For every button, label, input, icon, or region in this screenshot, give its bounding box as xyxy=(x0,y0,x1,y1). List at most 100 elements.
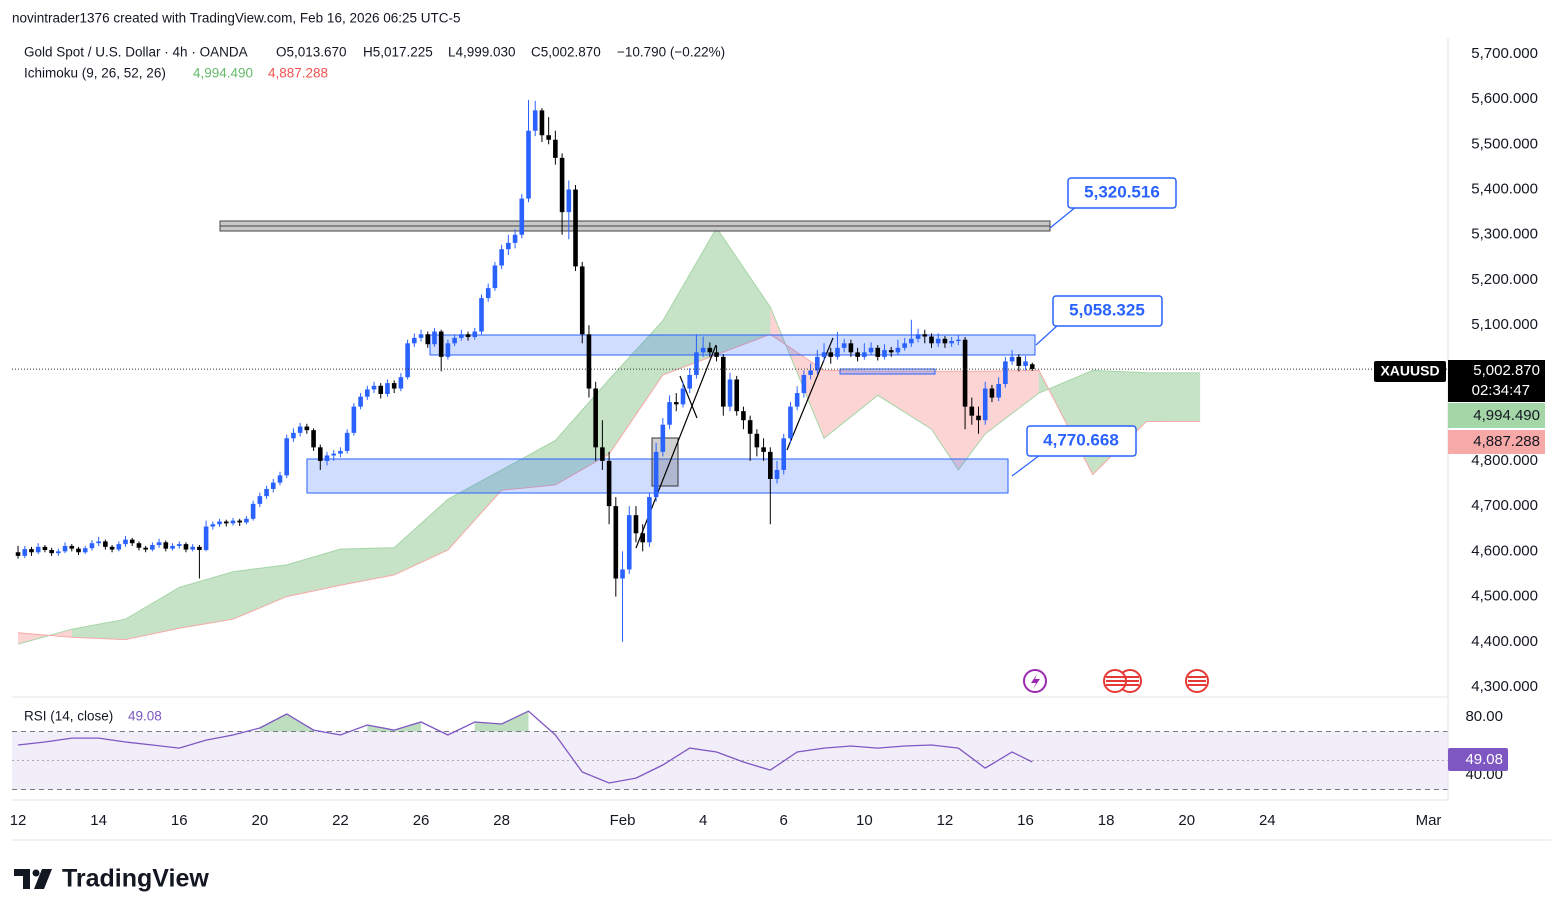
candle-body xyxy=(485,288,491,299)
candle-body xyxy=(324,455,330,461)
candle-body xyxy=(210,524,216,527)
candle-body xyxy=(358,396,363,407)
candle-body xyxy=(109,546,115,550)
cloud-segment xyxy=(1146,372,1201,422)
candle-body xyxy=(781,438,787,470)
candle-body xyxy=(190,546,195,550)
candle-body xyxy=(123,539,128,545)
candle-body xyxy=(801,374,807,394)
candle-body xyxy=(922,334,928,337)
candle-body xyxy=(553,139,558,158)
y-tick-label: 5,400.000 xyxy=(1471,180,1538,197)
candle-body xyxy=(586,334,592,389)
candle-body xyxy=(163,542,169,549)
candle-body xyxy=(170,545,175,549)
candle-body xyxy=(492,265,498,289)
candle-body xyxy=(371,385,377,390)
candle-body xyxy=(391,383,397,389)
candle-body xyxy=(452,337,457,344)
span-a-line xyxy=(17,227,1201,645)
span-a-axis-label: 4,994.490 xyxy=(1473,407,1540,424)
candle-body xyxy=(183,544,189,550)
rsi-value: 49.08 xyxy=(128,709,162,724)
x-tick-label: 26 xyxy=(413,812,430,829)
candle-body xyxy=(868,347,874,353)
candle-body xyxy=(143,547,148,550)
x-tick-label: 16 xyxy=(1017,812,1034,829)
candle-body xyxy=(62,545,68,552)
candle-body xyxy=(935,338,941,344)
candle-body xyxy=(969,406,975,416)
candles xyxy=(12,99,1448,642)
candle-body xyxy=(1003,361,1008,385)
candle-body xyxy=(808,370,813,375)
span-b-box xyxy=(1448,430,1545,454)
callout-line xyxy=(1011,454,1041,477)
candle-body xyxy=(929,336,934,344)
candle-body xyxy=(673,402,679,405)
cloud-segment xyxy=(824,370,878,439)
y-tick-label: 4,600.000 xyxy=(1471,542,1538,559)
y-tick-label: 4,500.000 xyxy=(1471,588,1538,605)
credit: novintrader1376 created with TradingView… xyxy=(12,11,461,26)
candle-body xyxy=(855,352,860,357)
candle-body xyxy=(882,350,887,357)
candle-body xyxy=(385,383,390,394)
candle-body xyxy=(720,356,726,407)
candle-body xyxy=(304,426,310,431)
candle-body xyxy=(277,475,283,483)
symbol-tag-box xyxy=(1374,361,1446,382)
candle-body xyxy=(761,447,766,452)
candle-body xyxy=(821,352,827,357)
candle-body xyxy=(653,451,659,498)
candle-body xyxy=(633,515,639,534)
candle-body xyxy=(888,350,894,353)
callout-label: 5,058.325 xyxy=(1069,300,1145,319)
logo-mark xyxy=(14,869,30,889)
candle-body xyxy=(667,402,672,425)
candle-body xyxy=(707,347,713,353)
countdown: 02:34:47 xyxy=(1472,382,1530,399)
candle-body xyxy=(895,347,901,353)
candle-body xyxy=(700,347,706,353)
candle-body xyxy=(962,339,968,407)
x-tick-label: 28 xyxy=(493,812,510,829)
candle-body xyxy=(297,426,303,433)
candle-body xyxy=(976,415,981,421)
candle-body xyxy=(909,338,914,344)
candle-body xyxy=(942,338,948,344)
candle-body xyxy=(660,424,666,452)
candle-body xyxy=(49,550,54,554)
candle-body xyxy=(176,544,182,546)
candle-body xyxy=(29,549,34,553)
candle-body xyxy=(841,343,847,348)
span-a-box xyxy=(1448,403,1545,428)
callout-label: 4,770.668 xyxy=(1043,430,1119,449)
candle-body xyxy=(815,356,820,371)
change: −10.790 (−0.22%) xyxy=(617,45,725,60)
rsi-value-box xyxy=(1448,748,1508,771)
cloud-segment xyxy=(232,564,287,620)
candle-body xyxy=(365,389,370,397)
candle-body xyxy=(788,406,793,439)
event-icon xyxy=(1106,676,1206,686)
candle-body xyxy=(82,548,88,553)
candle-body xyxy=(344,432,350,451)
candle-body xyxy=(203,526,209,551)
ohlc-open: O5,013.670 xyxy=(276,45,347,60)
candle-body xyxy=(613,506,619,579)
rsi-line xyxy=(17,710,1033,784)
candle-body xyxy=(949,341,954,344)
x-tick-label: 20 xyxy=(1178,812,1195,829)
candle-body xyxy=(875,347,881,357)
candle-body xyxy=(982,388,988,421)
y-tick-label: 5,300.000 xyxy=(1471,226,1538,243)
candle-body xyxy=(56,551,61,554)
cloud-segment xyxy=(609,320,663,455)
candle-body xyxy=(230,520,236,524)
candle-body xyxy=(606,460,612,507)
candle-body xyxy=(465,334,471,337)
candle-body xyxy=(15,552,21,556)
rsi-overbought-fill xyxy=(367,722,421,732)
